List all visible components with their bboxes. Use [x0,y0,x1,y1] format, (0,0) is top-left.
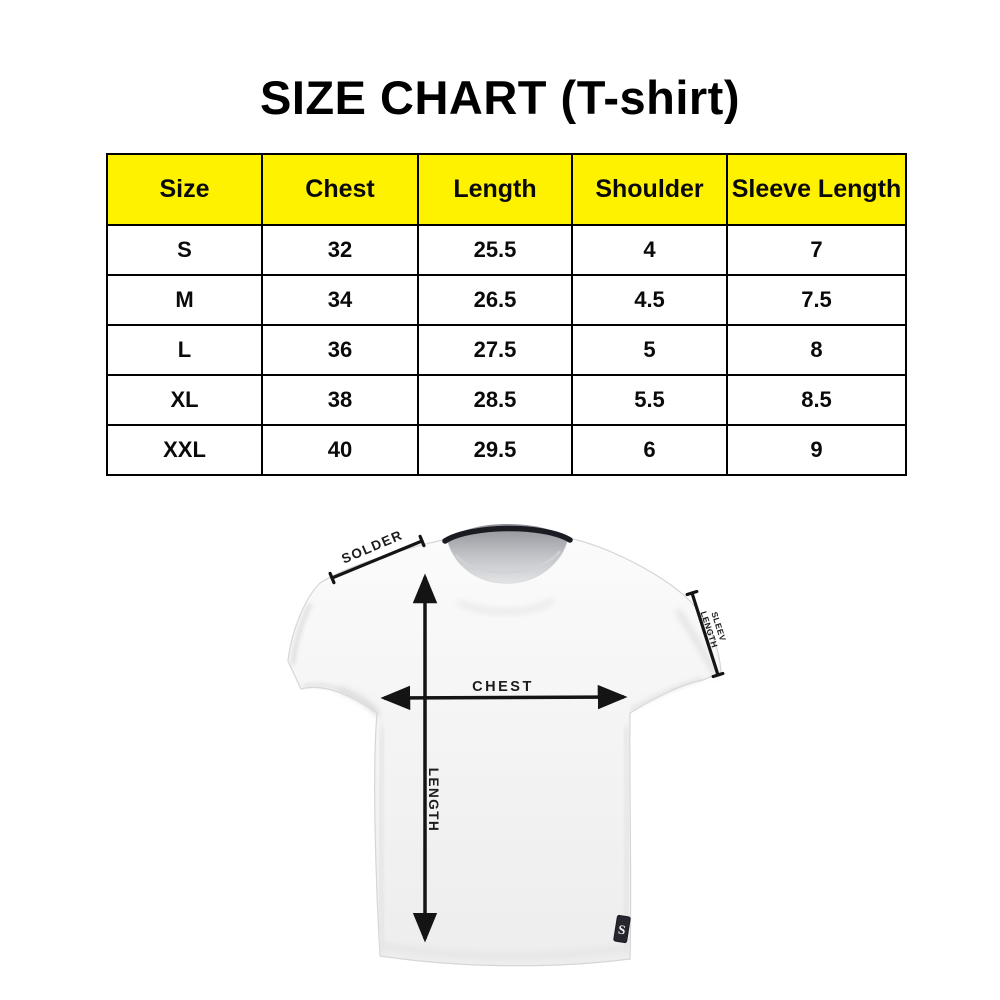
table-cell: 9 [726,424,907,476]
column-header-size: Size [106,153,263,226]
chest-arrow [380,684,628,711]
table-cell: 8 [726,324,907,376]
table-cell: 26.5 [417,274,573,326]
table-cell: 7 [726,224,907,276]
chest-label: CHEST [472,679,534,695]
column-header-shoulder: Shoulder [571,153,728,226]
tshirt-collar [442,525,573,544]
table-cell: 25.5 [417,224,573,276]
table-row: S 32 25.5 4 7 [106,224,907,276]
table-cell: 8.5 [726,374,907,426]
column-header-sleeve-length: Sleeve Length [726,153,907,226]
table-cell: 5 [571,324,728,376]
table-cell: 40 [261,424,419,476]
table-cell: 4.5 [571,274,728,326]
shirt-shading [291,598,718,958]
length-label: LENGTH [426,768,441,833]
page-title: SIZE CHART (T-shirt) [260,71,740,124]
table-row: L 36 27.5 5 8 [106,324,907,376]
table-cell: 36 [261,324,419,376]
table-row: XL 38 28.5 5.5 8.5 [106,374,907,426]
table-cell: 7.5 [726,274,907,326]
logo-letter: S [617,922,626,938]
tshirt-body [287,537,722,967]
table-cell: 32 [261,224,419,276]
column-header-length: Length [417,153,573,226]
size-chart-table: Size Chest Length Shoulder Sleeve Length… [106,153,907,476]
table-cell: 5.5 [571,374,728,426]
sleeve-dimension-line [685,589,725,679]
table-cell: 29.5 [417,424,573,476]
table-cell: XXL [106,424,263,476]
table-header-row: Size Chest Length Shoulder Sleeve Length [106,153,907,226]
table-cell: L [106,324,263,376]
table-row: M 34 26.5 4.5 7.5 [106,274,907,326]
shoulder-dimension-line [328,534,426,585]
table-cell: 27.5 [417,324,573,376]
table-cell: M [106,274,263,326]
table-cell: 38 [261,374,419,426]
table-cell: 28.5 [417,374,573,426]
table-cell: 34 [261,274,419,326]
table-cell: S [106,224,263,276]
table-cell: 4 [571,224,728,276]
table-row: XXL 40 29.5 6 9 [106,424,907,476]
logo-tag: S [613,914,631,944]
column-header-chest: Chest [261,153,419,226]
tshirt-measurement-diagram: LENGTH CHEST SOLDER SLEEV LEN [280,513,730,995]
table-cell: XL [106,374,263,426]
table-cell: 6 [571,424,728,476]
collar-seam [455,550,561,574]
